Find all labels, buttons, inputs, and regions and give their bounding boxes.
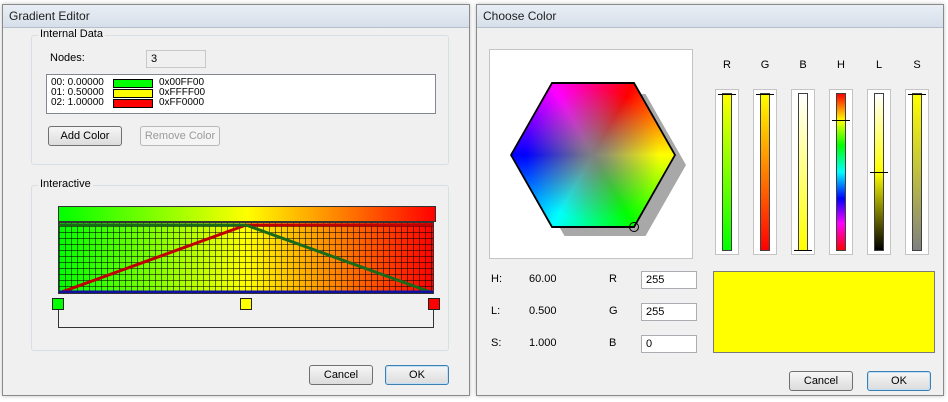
gradient-curve-editor[interactable] (58, 222, 434, 294)
nodes-count-field: 3 (146, 50, 206, 68)
h-label: H: (491, 273, 502, 285)
node-1-hex: 0xFFFF00 (159, 87, 206, 98)
ok-button[interactable]: OK (867, 371, 931, 391)
node-0-hex: 0x00FF00 (159, 77, 205, 88)
gradient-node-handle-1[interactable] (240, 298, 252, 310)
g-label: G (609, 305, 618, 317)
node-track (58, 310, 434, 328)
node-1-swatch (113, 89, 153, 98)
green-slider-thumb[interactable] (756, 94, 774, 95)
red-channel-curve (59, 223, 247, 293)
b-label: B (609, 337, 617, 349)
channel-label-l: L (875, 59, 883, 71)
node-1-position: 01: 0.50000 (51, 87, 104, 98)
hue-slider[interactable] (829, 89, 853, 255)
l-label: L: (491, 305, 501, 317)
gradient-editor-window: Gradient Editor Internal Data Nodes: 3 0… (2, 4, 470, 396)
nodes-list[interactable]: 00: 0.00000 0x00FF00 01: 0.50000 0xFFFF0… (46, 74, 436, 114)
nodes-label: Nodes: (50, 52, 85, 64)
add-color-button[interactable]: Add Color (48, 126, 122, 146)
node-0-position: 00: 0.00000 (51, 77, 104, 88)
gradient-editor-title: Gradient Editor (3, 5, 469, 28)
channel-label-h: H (837, 59, 845, 71)
ok-button[interactable]: OK (385, 365, 449, 385)
green-value-input[interactable]: 255 (641, 303, 697, 321)
blue-value-input[interactable]: 0 (641, 335, 697, 353)
green-channel-curve (245, 223, 433, 293)
channel-sliders: R G B H L S (709, 49, 935, 261)
blue-slider[interactable] (791, 89, 815, 255)
red-slider-thumb[interactable] (718, 94, 736, 95)
l-value: 0.500 (529, 305, 557, 317)
channel-label-s: S (913, 59, 921, 71)
list-item-node-1[interactable]: 01: 0.50000 0xFFFF00 (51, 88, 251, 98)
list-item-node-0[interactable]: 00: 0.00000 0x00FF00 (51, 78, 251, 88)
color-preview-swatch (713, 271, 935, 353)
s-label: S: (491, 337, 502, 349)
choose-color-title: Choose Color (477, 5, 943, 28)
node-2-swatch (113, 99, 153, 108)
cancel-button[interactable]: Cancel (789, 371, 853, 391)
internal-data-group: Internal Data Nodes: 3 00: 0.00000 0x00F… (31, 28, 449, 165)
node-0-swatch (113, 79, 153, 88)
choose-color-window: Choose Color R G B H L S (476, 4, 944, 396)
channel-curves (59, 223, 433, 293)
saturation-slider-thumb[interactable] (908, 94, 926, 95)
node-2-position: 02: 1.00000 (51, 97, 104, 108)
r-label: R (609, 273, 617, 285)
red-value-input[interactable]: 255 (641, 271, 697, 289)
red-slider[interactable] (715, 89, 739, 255)
internal-data-label: Internal Data (38, 28, 105, 40)
remove-color-button[interactable]: Remove Color (140, 126, 220, 146)
gradient-node-handle-2[interactable] (428, 298, 440, 310)
interactive-label: Interactive (38, 178, 93, 190)
gradient-node-handle-0[interactable] (52, 298, 64, 310)
interactive-group: Interactive (31, 178, 449, 351)
hue-slider-thumb[interactable] (832, 120, 850, 121)
h-value: 60.00 (529, 273, 557, 285)
hexagon-selection-marker[interactable] (629, 222, 639, 232)
channel-label-b: B (799, 59, 807, 71)
channel-label-r: R (723, 59, 731, 71)
green-slider[interactable] (753, 89, 777, 255)
list-item-node-2[interactable]: 02: 1.00000 0xFF0000 (51, 98, 251, 108)
cancel-button[interactable]: Cancel (309, 365, 373, 385)
color-hexagon-panel[interactable] (489, 49, 693, 259)
gradient-preview-bar (58, 206, 436, 222)
lightness-slider-thumb[interactable] (870, 172, 888, 173)
lightness-slider[interactable] (867, 89, 891, 255)
s-value: 1.000 (529, 337, 557, 349)
blue-slider-thumb[interactable] (794, 250, 812, 251)
node-2-hex: 0xFF0000 (159, 97, 205, 108)
saturation-slider[interactable] (905, 89, 929, 255)
channel-label-g: G (760, 59, 770, 71)
